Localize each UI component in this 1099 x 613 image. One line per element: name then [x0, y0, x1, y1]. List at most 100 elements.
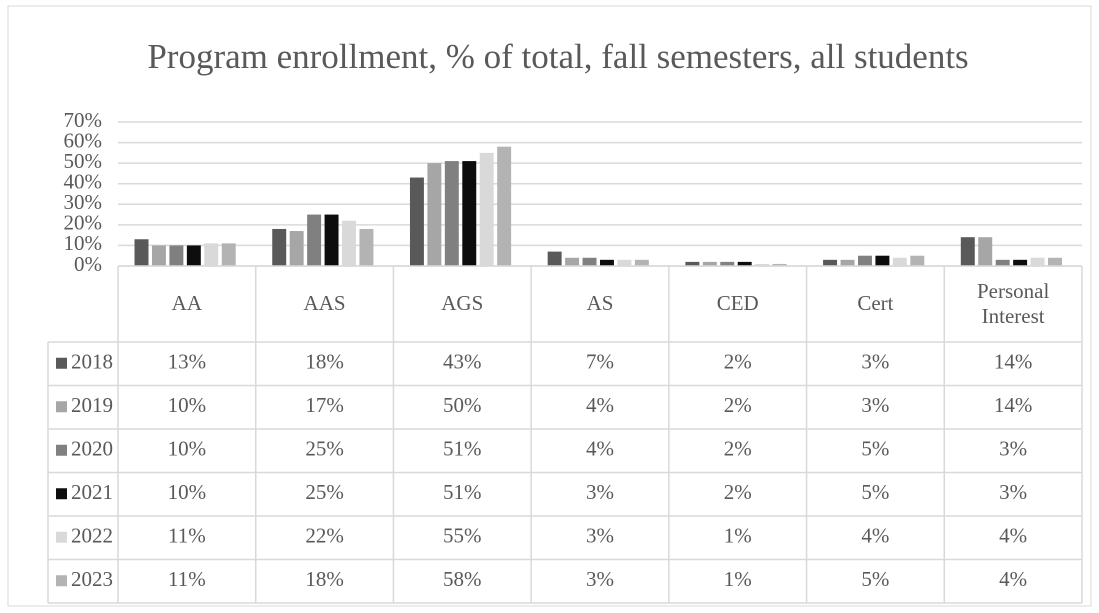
category-label: AA — [171, 291, 203, 316]
bar — [875, 255, 890, 266]
bar — [910, 255, 925, 266]
legend-key — [56, 488, 67, 500]
table-value: 1% — [724, 524, 752, 548]
bar — [600, 259, 614, 266]
table-value: 13% — [168, 350, 207, 374]
y-tick-label: 70% — [64, 108, 103, 132]
bar — [342, 220, 356, 266]
table-value: 7% — [586, 350, 614, 374]
y-tick-label: 30% — [64, 190, 103, 214]
y-tick-label: 60% — [64, 128, 103, 152]
category-label: AS — [586, 291, 614, 316]
table-value: 51% — [443, 480, 482, 504]
bar — [737, 261, 752, 266]
table-value: 14% — [994, 350, 1033, 374]
bar — [134, 239, 149, 266]
table-header-cell: AA — [171, 291, 203, 316]
bar — [582, 257, 597, 266]
bar — [444, 161, 459, 266]
bar — [359, 228, 374, 266]
table-value: 3% — [586, 524, 614, 548]
table-value: 18% — [305, 350, 344, 374]
table-value: 3% — [586, 480, 614, 504]
table-value: 3% — [861, 350, 889, 374]
legend-label: 2022 — [71, 524, 113, 548]
table-value: 4% — [999, 524, 1027, 548]
table-value: 4% — [999, 567, 1027, 591]
bar — [151, 245, 166, 266]
legend-key — [56, 444, 67, 456]
bar — [634, 259, 649, 266]
legend-label: 2023 — [71, 567, 113, 591]
table-value: 17% — [305, 393, 344, 417]
table-value: 51% — [443, 437, 482, 461]
bar — [823, 259, 838, 266]
legend-key — [56, 575, 67, 587]
bar — [857, 255, 872, 266]
table-header-cell: CED — [716, 291, 759, 316]
bar — [272, 228, 287, 266]
table-value: 50% — [443, 393, 482, 417]
table-value: 43% — [443, 350, 482, 374]
table-value: 5% — [861, 567, 889, 591]
bar — [186, 245, 201, 266]
bar — [755, 263, 770, 266]
table-header-cell: Cert — [857, 291, 894, 316]
bar — [169, 245, 184, 266]
chart-border — [7, 5, 1092, 607]
bar — [565, 257, 580, 266]
table-value: 22% — [305, 524, 344, 548]
table-value: 55% — [443, 524, 482, 548]
table-value: 2% — [724, 437, 752, 461]
table-value: 14% — [994, 393, 1033, 417]
bar — [720, 261, 735, 266]
y-tick-label: 40% — [64, 170, 103, 194]
bar — [772, 263, 787, 266]
legend-label: 2018 — [71, 350, 113, 374]
y-tick-label: 10% — [64, 231, 103, 255]
legend-label: 2021 — [71, 480, 113, 504]
table-value: 5% — [861, 437, 889, 461]
legend-key — [56, 401, 67, 413]
category-label: AGS — [441, 291, 484, 316]
bar — [1030, 257, 1045, 266]
y-tick-label: 50% — [64, 149, 103, 173]
bar — [479, 152, 494, 266]
bar — [840, 259, 855, 266]
table-value: 4% — [586, 437, 614, 461]
table-value: 25% — [305, 437, 344, 461]
category-label: Personal Interest — [976, 278, 1050, 328]
bar — [497, 146, 512, 266]
bar — [324, 214, 339, 266]
table-value: 2% — [724, 480, 752, 504]
table-value: 25% — [305, 480, 344, 504]
table-value: 2% — [724, 350, 752, 374]
bar — [409, 177, 424, 266]
bar — [892, 257, 907, 266]
table-header-cell: Personal Interest — [976, 278, 1050, 328]
table-value: 3% — [861, 393, 889, 417]
legend-key — [56, 531, 67, 543]
category-label: Cert — [857, 291, 894, 316]
bar — [995, 259, 1010, 266]
bar — [289, 231, 304, 266]
legend-label: 2019 — [71, 393, 113, 417]
bar — [427, 163, 442, 266]
bar — [547, 251, 562, 266]
table-header-cell: AAS — [303, 291, 346, 316]
table-value: 10% — [168, 437, 207, 461]
table-value: 5% — [861, 480, 889, 504]
table-value: 58% — [443, 567, 482, 591]
chart-title: Program enrollment, % of total, fall sem… — [147, 37, 968, 76]
table-value: 2% — [724, 393, 752, 417]
bar — [307, 214, 322, 266]
legend-key — [56, 357, 67, 369]
category-label: AAS — [303, 291, 346, 316]
category-label: CED — [716, 291, 759, 316]
table-value: 11% — [168, 524, 206, 548]
table-value: 18% — [305, 567, 344, 591]
table-value: 10% — [168, 393, 207, 417]
table-value: 1% — [724, 567, 752, 591]
bar — [1048, 257, 1062, 266]
